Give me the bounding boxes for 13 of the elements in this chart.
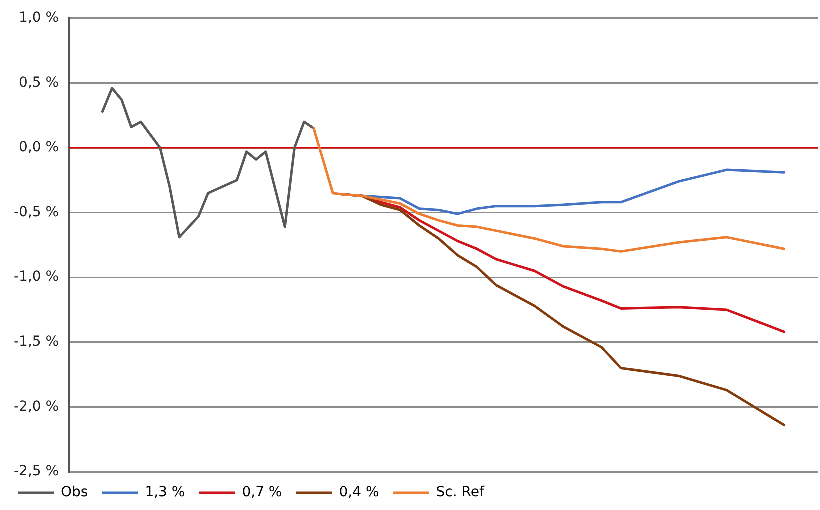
y-tick-label: -2,0 % xyxy=(14,398,60,415)
legend-label: 1,3 % xyxy=(145,484,186,501)
legend-label: 0,7 % xyxy=(242,484,282,501)
legend-label: Obs xyxy=(61,484,88,501)
y-tick-label: -0,5 % xyxy=(14,204,60,220)
y-tick-label: -1,5 % xyxy=(14,334,60,350)
legend-label: 0,4 % xyxy=(339,484,380,501)
legend-label: Sc. Ref xyxy=(436,484,486,501)
y-tick-label: 0,0 % xyxy=(19,140,60,156)
y-tick-label: 1,0 % xyxy=(19,10,60,26)
y-tick-label: 0,5 % xyxy=(19,74,60,91)
y-tick-label: -1,0 % xyxy=(14,269,60,286)
y-tick-label: -2,5 % xyxy=(14,464,60,480)
